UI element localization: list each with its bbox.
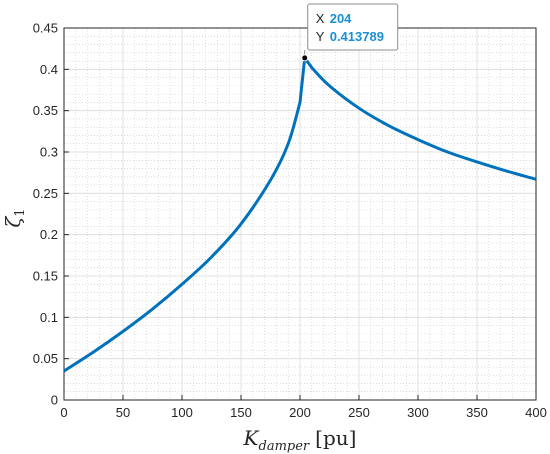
datatip-x-value: 204 [330,11,352,26]
y-tick-label: 0.05 [33,351,58,366]
y-tick-label: 0.3 [40,145,58,160]
y-axis-label: ζ1 [1,208,28,227]
x-tick-label: 350 [466,405,488,420]
y-tick-label: 0.4 [40,62,58,77]
x-axis: 0 50 100 150 200 250 300 350 400 [60,395,547,420]
x-axis-label: Kdamper [pu] [243,426,357,454]
y-tick-label: 0.15 [33,269,58,284]
y-tick-label: 0 [51,393,58,408]
datatip-y-label: Y [316,29,325,44]
x-tick-label: 50 [116,405,130,420]
x-tick-label: 400 [525,405,547,420]
y-tick-label: 0.1 [40,310,58,325]
y-tick-label: 0.45 [33,21,58,36]
x-tick-label: 200 [289,405,311,420]
x-tick-label: 0 [60,405,67,420]
x-tick-label: 150 [230,405,252,420]
y-tick-label: 0.2 [40,227,58,242]
datatip-marker [301,54,309,62]
datatip-box [307,3,399,51]
datatip-x-label: X [316,11,325,26]
y-tick-label: 0.35 [33,103,58,118]
minor-grid [63,27,537,401]
x-tick-label: 300 [407,405,429,420]
datatip-y-value: 0.413789 [330,29,384,44]
y-axis: 0 0.05 0.1 0.15 0.2 0.25 0.3 0.35 0.4 0.45 [33,21,69,408]
x-tick-label: 100 [171,405,193,420]
y-tick-label: 0.25 [33,186,58,201]
x-tick-label: 250 [348,405,370,420]
series-line [63,56,537,373]
datatip[interactable]: X 204 Y 0.413789 [301,3,399,62]
